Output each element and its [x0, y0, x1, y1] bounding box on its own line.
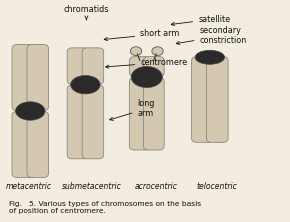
FancyBboxPatch shape	[12, 111, 34, 177]
FancyBboxPatch shape	[27, 111, 48, 177]
Text: long
arm: long arm	[110, 99, 155, 120]
FancyBboxPatch shape	[129, 77, 150, 150]
FancyBboxPatch shape	[144, 77, 164, 150]
FancyBboxPatch shape	[206, 57, 228, 142]
Text: satellite: satellite	[171, 15, 230, 26]
Ellipse shape	[131, 67, 162, 87]
Text: chromatids: chromatids	[64, 5, 109, 20]
FancyBboxPatch shape	[67, 48, 89, 84]
Ellipse shape	[152, 47, 163, 56]
Text: acrocentric: acrocentric	[134, 182, 177, 191]
Ellipse shape	[71, 75, 100, 94]
Ellipse shape	[130, 47, 142, 56]
Text: telocentric: telocentric	[196, 182, 237, 191]
FancyBboxPatch shape	[129, 57, 150, 77]
Text: centromere: centromere	[106, 58, 187, 68]
Text: metacentric: metacentric	[6, 182, 52, 191]
Text: submetacentric: submetacentric	[62, 182, 122, 191]
FancyBboxPatch shape	[192, 57, 213, 142]
Ellipse shape	[195, 50, 224, 64]
FancyBboxPatch shape	[67, 85, 89, 159]
FancyBboxPatch shape	[82, 85, 104, 159]
Ellipse shape	[16, 102, 45, 120]
FancyBboxPatch shape	[82, 48, 104, 84]
FancyBboxPatch shape	[144, 57, 164, 77]
FancyBboxPatch shape	[27, 45, 48, 111]
FancyBboxPatch shape	[12, 45, 34, 111]
Text: secondary
constriction: secondary constriction	[176, 26, 247, 46]
Text: short arm: short arm	[104, 30, 180, 41]
Text: Fig.   5. Various types of chromosomes on the basis
of position of centromere.: Fig. 5. Various types of chromosomes on …	[9, 201, 201, 214]
